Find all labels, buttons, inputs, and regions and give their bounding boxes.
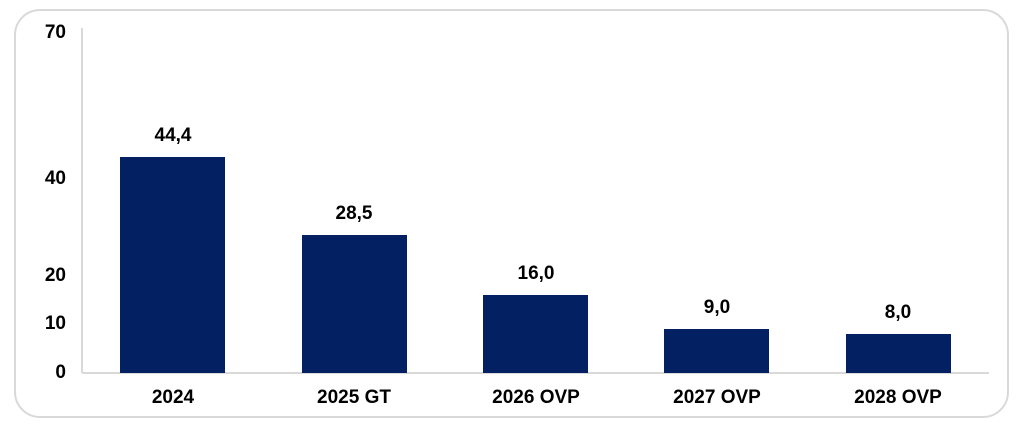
y-tick-label-10: 10 <box>44 313 66 334</box>
y-tick-label-20: 20 <box>44 265 66 286</box>
y-tick-label-0: 0 <box>55 362 66 383</box>
bar-value-label-2027-ovp: 9,0 <box>703 297 731 318</box>
bar-2026-ovp <box>483 295 588 373</box>
category-label-2028-ovp: 2028 OVP <box>854 387 942 408</box>
x-axis-baseline <box>82 372 989 374</box>
y-axis-line <box>81 28 83 373</box>
category-label-2027-ovp: 2027 OVP <box>673 387 761 408</box>
bar-2027-ovp <box>664 329 769 373</box>
category-label-2026-ovp: 2026 OVP <box>492 387 580 408</box>
y-tick-label-70: 70 <box>44 22 66 43</box>
bar-value-label-2026-ovp: 16,0 <box>517 263 555 284</box>
bar-value-label-2025-gt: 28,5 <box>335 203 373 224</box>
bar-2024 <box>120 157 225 373</box>
bar-2025-gt <box>302 235 407 373</box>
bar-value-label-2024: 44,4 <box>154 125 192 146</box>
category-label-2025-gt: 2025 GT <box>317 387 391 408</box>
category-label-2024: 2024 <box>151 387 195 408</box>
bar-2028-ovp <box>846 334 951 373</box>
y-tick-label-40: 40 <box>44 168 66 189</box>
bar-value-label-2028-ovp: 8,0 <box>884 302 912 323</box>
